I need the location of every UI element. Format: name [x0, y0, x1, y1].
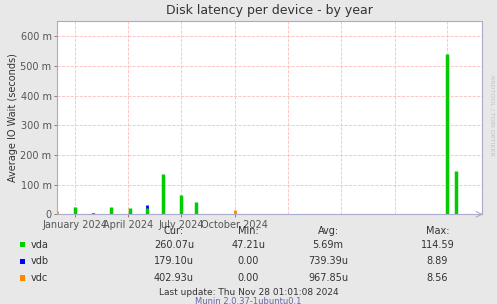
- Text: Min:: Min:: [238, 226, 259, 237]
- Text: Last update: Thu Nov 28 01:01:08 2024: Last update: Thu Nov 28 01:01:08 2024: [159, 288, 338, 297]
- Text: 179.10u: 179.10u: [154, 257, 194, 266]
- Text: vdc: vdc: [30, 273, 48, 283]
- Text: 967.85u: 967.85u: [308, 273, 348, 283]
- Text: 0.00: 0.00: [238, 273, 259, 283]
- Text: 402.93u: 402.93u: [154, 273, 194, 283]
- Text: 5.69m: 5.69m: [313, 240, 343, 250]
- Text: 47.21u: 47.21u: [232, 240, 265, 250]
- Text: 739.39u: 739.39u: [308, 257, 348, 266]
- Text: 0.00: 0.00: [238, 257, 259, 266]
- Text: Cur:: Cur:: [164, 226, 184, 237]
- Title: Disk latency per device - by year: Disk latency per device - by year: [166, 4, 373, 17]
- Text: vdb: vdb: [30, 257, 48, 266]
- Text: 260.07u: 260.07u: [154, 240, 194, 250]
- Text: 114.59: 114.59: [420, 240, 454, 250]
- Text: RRDTOOL / TOBI OETIKER: RRDTOOL / TOBI OETIKER: [490, 75, 495, 156]
- Y-axis label: Average IO Wait (seconds): Average IO Wait (seconds): [7, 54, 18, 182]
- Text: Avg:: Avg:: [318, 226, 338, 237]
- Text: vda: vda: [30, 240, 48, 250]
- Text: Max:: Max:: [425, 226, 449, 237]
- Text: Munin 2.0.37-1ubuntu0.1: Munin 2.0.37-1ubuntu0.1: [195, 297, 302, 304]
- Text: 8.56: 8.56: [426, 273, 448, 283]
- Text: 8.89: 8.89: [426, 257, 448, 266]
